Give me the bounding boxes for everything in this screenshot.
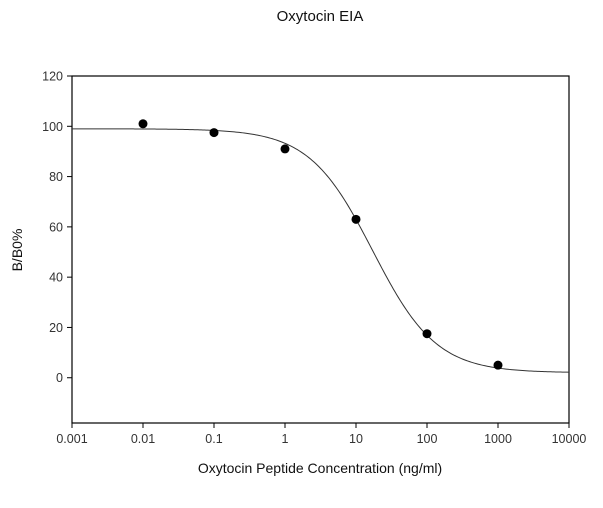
y-tick-label: 120 <box>42 70 63 84</box>
x-axis: 0.001 0.01 0.1 1 10 100 1000 10000 <box>56 423 586 446</box>
y-tick-label: 100 <box>42 120 63 134</box>
x-tick-label: 10 <box>349 432 363 446</box>
x-tick-label: 1 <box>282 432 289 446</box>
y-axis-label: B/B0% <box>9 229 25 272</box>
plot-border <box>71 75 570 424</box>
x-tick-label: 1000 <box>484 432 512 446</box>
y-tick-label: 0 <box>56 371 63 385</box>
data-point <box>280 144 290 154</box>
chart-title: Oxytocin EIA <box>277 8 364 25</box>
x-tick-label: 0.01 <box>131 432 155 446</box>
fit-curve <box>72 128 570 373</box>
y-axis: 0 20 40 60 80 100 120 <box>42 70 72 385</box>
x-tick-label: 0.1 <box>205 432 222 446</box>
data-point <box>493 360 503 370</box>
data-point <box>351 214 361 224</box>
x-tick-label: 100 <box>417 432 438 446</box>
data-point <box>422 329 432 339</box>
y-tick-label: 80 <box>49 170 63 184</box>
y-tick-label: 20 <box>49 321 63 335</box>
y-tick-label: 60 <box>49 220 63 234</box>
x-tick-label: 10000 <box>552 432 587 446</box>
plot-frame <box>71 75 570 424</box>
data-point <box>138 119 148 129</box>
x-tick-label: 0.001 <box>56 432 87 446</box>
data-points <box>138 119 503 370</box>
x-axis-label: Oxytocin Peptide Concentration (ng/ml) <box>198 460 442 476</box>
y-tick-label: 40 <box>49 271 63 285</box>
data-point <box>209 128 219 138</box>
